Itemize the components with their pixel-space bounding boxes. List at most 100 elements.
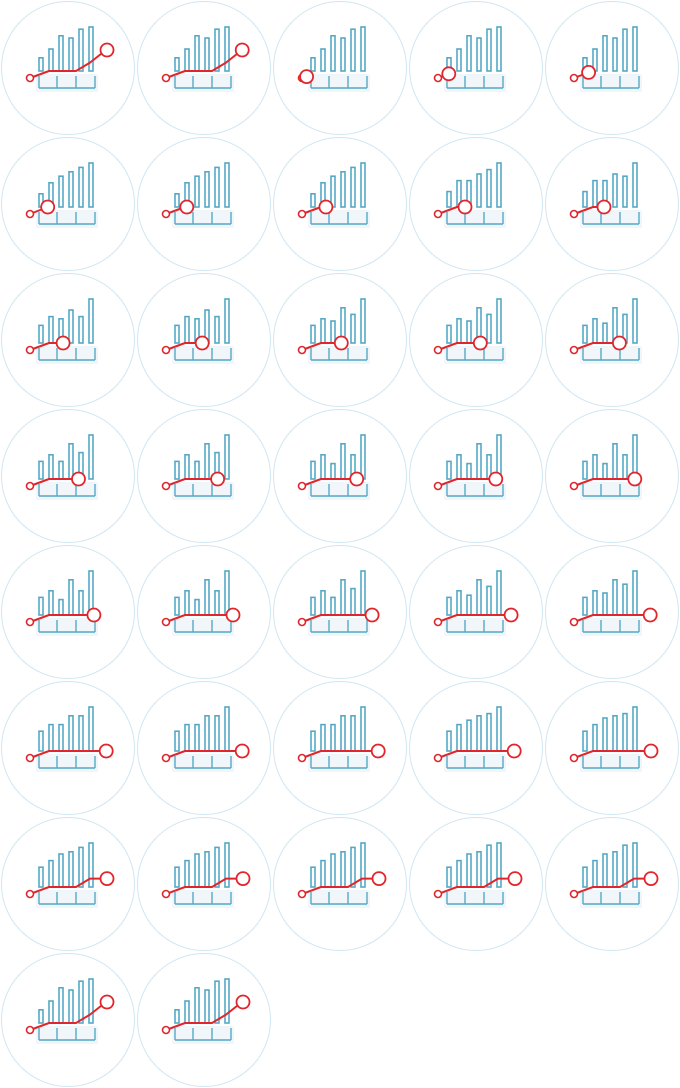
chart-bar xyxy=(602,34,608,72)
chart-shadow xyxy=(444,754,506,772)
trend-marker xyxy=(210,471,225,487)
frame-circle xyxy=(137,1,271,135)
trend-line xyxy=(165,49,243,79)
chart-bar xyxy=(38,460,44,480)
chart-baseline xyxy=(174,1028,232,1041)
chart-bar xyxy=(224,434,230,480)
chart-bar xyxy=(68,170,74,208)
start-dot xyxy=(161,73,171,83)
chart-bar xyxy=(496,842,502,888)
start-dot xyxy=(433,345,443,355)
chart-baseline xyxy=(310,348,368,361)
frame-circle xyxy=(1,545,135,679)
start-dot xyxy=(433,889,443,899)
trend-marker xyxy=(349,471,365,487)
frame-circle xyxy=(137,953,271,1087)
chart-bar xyxy=(78,28,84,72)
chart-bar xyxy=(582,596,588,616)
chart-shadow xyxy=(580,346,642,364)
chart-baseline xyxy=(174,484,232,497)
chart-bar xyxy=(446,324,452,344)
start-dot xyxy=(25,73,35,83)
chart-shadow xyxy=(308,754,370,772)
start-dot xyxy=(161,1025,171,1035)
frame-circle xyxy=(273,137,407,271)
chart-baseline xyxy=(174,620,232,633)
growth-chart-icon xyxy=(545,1,679,135)
trend-marker xyxy=(235,994,251,1010)
growth-chart-icon xyxy=(409,817,543,951)
trend-marker xyxy=(40,199,56,215)
chart-baseline xyxy=(174,892,232,905)
start-dot xyxy=(297,753,307,763)
chart-bar xyxy=(446,190,452,208)
chart-bar xyxy=(78,315,84,344)
chart-shadow xyxy=(172,74,234,92)
sprite-frame xyxy=(136,952,272,1088)
chart-shadow xyxy=(308,618,370,636)
chart-shadow xyxy=(172,754,234,772)
start-dot xyxy=(25,209,35,219)
start-dot xyxy=(433,617,443,627)
chart-bar xyxy=(582,324,588,344)
trend-line xyxy=(573,614,652,623)
frame-circle xyxy=(273,817,407,951)
growth-chart-icon xyxy=(273,137,407,271)
growth-chart-icon xyxy=(273,409,407,543)
trend-line xyxy=(165,750,244,759)
chart-bar xyxy=(224,978,230,1024)
chart-bar xyxy=(174,866,180,888)
growth-chart-icon xyxy=(545,409,679,543)
chart-bar xyxy=(78,846,84,888)
growth-chart-icon xyxy=(273,1,407,135)
chart-bar xyxy=(612,37,618,72)
growth-chart-icon xyxy=(137,817,271,951)
growth-chart-icon xyxy=(409,409,543,543)
sprite-frame xyxy=(272,816,408,952)
growth-chart-icon xyxy=(1,545,135,679)
trend-marker xyxy=(225,607,241,623)
chart-bar xyxy=(632,842,638,888)
chart-bar xyxy=(340,170,346,208)
growth-chart-icon xyxy=(409,273,543,407)
sprite-frame xyxy=(408,680,544,816)
frame-circle xyxy=(545,545,679,679)
chart-bar xyxy=(446,730,452,752)
trend-marker xyxy=(235,871,251,886)
chart-bar xyxy=(310,324,316,344)
sprite-frame xyxy=(408,272,544,408)
chart-bar xyxy=(350,166,356,208)
chart-bar xyxy=(174,1008,180,1024)
trend-line xyxy=(573,478,636,487)
trend-marker xyxy=(194,335,210,351)
chart-bar xyxy=(88,978,94,1024)
frame-circle xyxy=(1,409,135,543)
chart-bar xyxy=(330,34,336,72)
chart-bar xyxy=(456,48,462,72)
chart-shadow xyxy=(308,74,370,92)
start-dot xyxy=(25,481,35,491)
sprite-frame xyxy=(0,136,136,272)
chart-bar xyxy=(214,846,220,888)
growth-chart-icon xyxy=(409,545,543,679)
chart-bar xyxy=(320,48,326,72)
sprite-frame xyxy=(272,408,408,544)
start-dot xyxy=(161,617,171,627)
frame-circle xyxy=(545,681,679,815)
chart-baseline xyxy=(310,484,368,497)
start-dot xyxy=(569,481,579,491)
frame-circle xyxy=(545,1,679,135)
chart-bar xyxy=(174,460,180,480)
growth-chart-icon xyxy=(137,953,271,1087)
chart-baseline xyxy=(446,756,504,769)
chart-baseline xyxy=(310,756,368,769)
sprite-frame xyxy=(136,544,272,680)
chart-bar xyxy=(350,313,356,344)
chart-bar xyxy=(38,596,44,616)
chart-shadow xyxy=(444,346,506,364)
chart-bar xyxy=(310,192,316,208)
chart-baseline xyxy=(310,212,368,225)
trend-marker xyxy=(318,199,334,215)
trend-line xyxy=(29,614,95,623)
